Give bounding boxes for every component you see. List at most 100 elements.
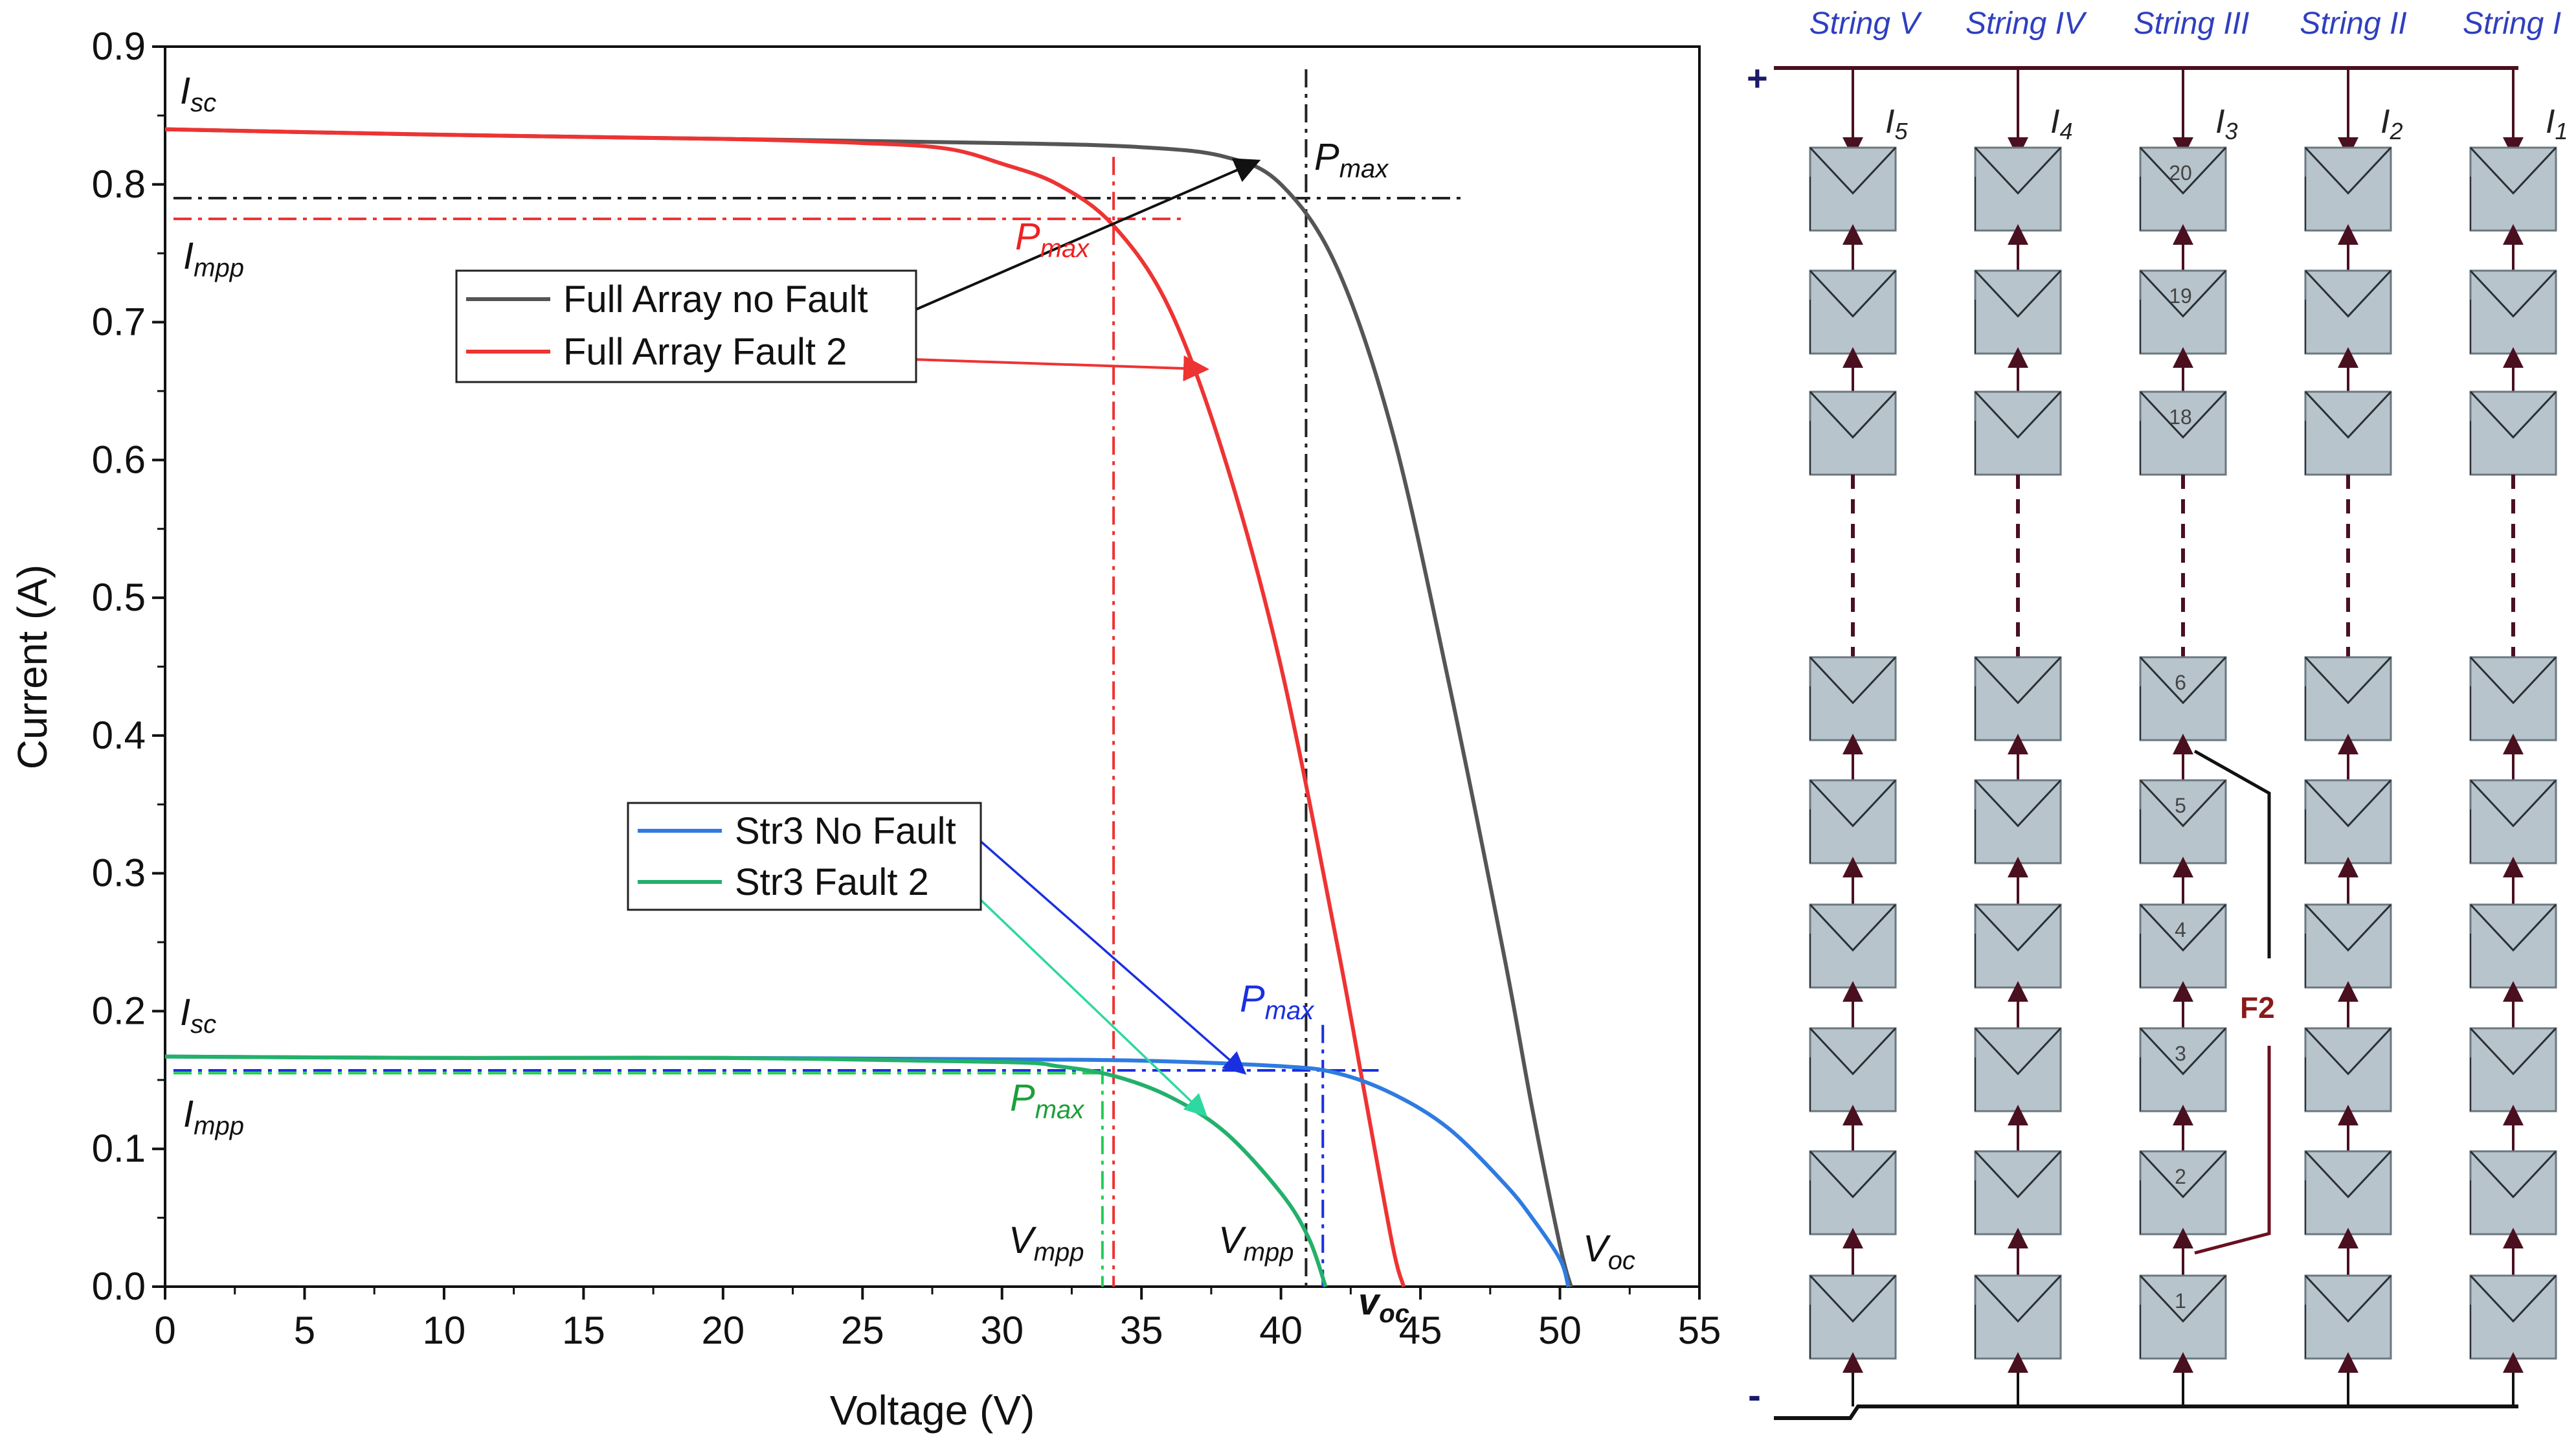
pv-module	[1974, 390, 2062, 476]
string-label-4: String IV	[1966, 6, 2087, 41]
pmax-str3-fault2-label: Pmax	[1010, 1077, 1085, 1124]
y-tick-label: 0.1	[92, 1127, 146, 1170]
pv-module	[1809, 656, 1897, 741]
pv-module	[1974, 146, 2062, 232]
vmpp-black-label: Vmpp	[1218, 1219, 1294, 1267]
x-tick-label: 55	[1678, 1309, 1721, 1352]
x-tick-label: 15	[562, 1309, 605, 1352]
pv-module	[2469, 1274, 2557, 1360]
pv-module	[2139, 903, 2227, 989]
pv-module	[1974, 1150, 2062, 1235]
current-label-4: I4	[2050, 103, 2072, 144]
pv-module	[2139, 1150, 2227, 1235]
pv-module	[2304, 146, 2392, 232]
pv-module	[2139, 269, 2227, 355]
pv-module	[2469, 390, 2557, 476]
arrow-str3-fault2	[976, 896, 1208, 1117]
pv-module	[1809, 390, 1897, 476]
negative-terminal: -	[1748, 1373, 1761, 1417]
x-tick-label: 50	[1538, 1309, 1582, 1352]
pv-module	[1974, 1274, 2062, 1360]
reference-lines	[173, 69, 1462, 1287]
impp-top-label: Impp	[183, 235, 244, 282]
pmax-fault2-label: Pmax	[1015, 216, 1090, 263]
pv-module	[2304, 1274, 2392, 1360]
negative-bus	[1774, 1405, 2518, 1420]
module-number: 19	[2169, 284, 2192, 308]
pv-module	[1809, 146, 1897, 232]
pv-module	[2139, 146, 2227, 232]
pv-module	[2469, 1027, 2557, 1112]
module-number: 5	[2175, 794, 2186, 817]
isc-top-label: Isc	[180, 70, 216, 117]
y-axis: 0.0 0.1 0.2 0.3 0.4 0.5 0.6 0.7 0.8 0.9	[92, 25, 165, 1308]
fault-label: F2	[2240, 991, 2275, 1024]
x-tick-label: 20	[701, 1309, 745, 1352]
y-tick-label: 0.6	[92, 438, 146, 481]
pv-module	[2304, 269, 2392, 355]
string-label-2: String II	[2300, 6, 2406, 41]
voc-black-label: Voc	[1583, 1228, 1635, 1275]
x-axis: 0 5 10 15 20 25 30 35 40 45 50 55	[154, 1287, 1721, 1352]
legend-str3: Str3 No Fault Str3 Fault 2	[627, 802, 982, 911]
series-line-1	[164, 127, 1406, 1287]
module-number: 1	[2175, 1289, 2186, 1313]
string-label-3: String III	[2134, 6, 2250, 41]
arrow-str3-no-fault	[976, 837, 1247, 1075]
pv-module	[2304, 656, 2392, 741]
fault-wire	[2193, 749, 2271, 958]
pv-module	[1809, 779, 1897, 864]
legend-label-str3-no-fault: Str3 No Fault	[735, 810, 956, 852]
pv-module	[1809, 1274, 1897, 1360]
voc-red-label: voc	[1358, 1281, 1409, 1328]
module-number: 3	[2175, 1042, 2186, 1065]
pv-module	[2304, 903, 2392, 989]
module-number: 4	[2175, 918, 2186, 942]
module-number: 20	[2169, 161, 2192, 185]
x-tick-label: 0	[154, 1309, 175, 1352]
pv-module	[2469, 656, 2557, 741]
x-tick-label: 40	[1259, 1309, 1303, 1352]
x-tick-label: 35	[1120, 1309, 1163, 1352]
y-tick-label: 0.0	[92, 1265, 146, 1308]
pv-module	[2304, 1150, 2392, 1235]
x-tick-label: 25	[841, 1309, 884, 1352]
pv-module	[2139, 390, 2227, 476]
module-grid	[1809, 68, 2557, 1406]
arrow-full-array-no-fault	[912, 158, 1261, 312]
impp-bottom-label: Impp	[183, 1093, 244, 1140]
fault-wire-lower	[2194, 1046, 2271, 1255]
pv-module	[2304, 779, 2392, 864]
pv-module	[1809, 269, 1897, 355]
plot-frame	[164, 45, 1701, 1288]
x-tick-label: 30	[980, 1309, 1024, 1352]
y-tick-label: 0.4	[92, 714, 146, 757]
legend-full-array: Full Array no Fault Full Array Fault 2	[455, 269, 917, 383]
string-label-5: String V	[1809, 6, 1923, 41]
string-label-1: String I	[2463, 6, 2561, 41]
y-tick-label: 0.8	[92, 163, 146, 206]
x-tick-label: 5	[294, 1309, 315, 1352]
series-line-3	[164, 1054, 1328, 1287]
current-label-3: I3	[2215, 103, 2237, 144]
pv-module	[1974, 269, 2062, 355]
y-tick-label: 0.2	[92, 989, 146, 1032]
pv-module	[1974, 779, 2062, 864]
current-label-2: I2	[2380, 103, 2402, 144]
pv-array-diagram: String V I5 String IV I4 String III I3 String …	[1747, 6, 2568, 1420]
pv-module	[2304, 1027, 2392, 1112]
y-tick-label: 0.3	[92, 852, 146, 895]
string-labels: String V I5 String IV I4 String III I3 String …	[1809, 6, 2568, 144]
pv-module	[1974, 903, 2062, 989]
series-group	[164, 127, 1573, 1287]
isc-bottom-label: Isc	[180, 991, 216, 1039]
pv-module	[1974, 1027, 2062, 1112]
pv-module	[2469, 779, 2557, 864]
positive-terminal: +	[1747, 58, 1768, 98]
pv-module	[1809, 1027, 1897, 1112]
module-number: 2	[2175, 1165, 2186, 1188]
pv-module	[2139, 1027, 2227, 1112]
current-label-1: I1	[2546, 103, 2568, 144]
module-numbers: 20 19 18 6 5 4 3 2 1	[2169, 161, 2192, 1313]
